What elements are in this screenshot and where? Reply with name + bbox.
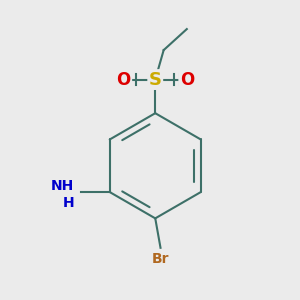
- Text: NH: NH: [51, 179, 74, 193]
- Text: S: S: [149, 70, 162, 88]
- Text: O: O: [180, 70, 194, 88]
- Text: H: H: [62, 196, 74, 210]
- Text: Br: Br: [152, 252, 169, 266]
- Text: O: O: [117, 70, 131, 88]
